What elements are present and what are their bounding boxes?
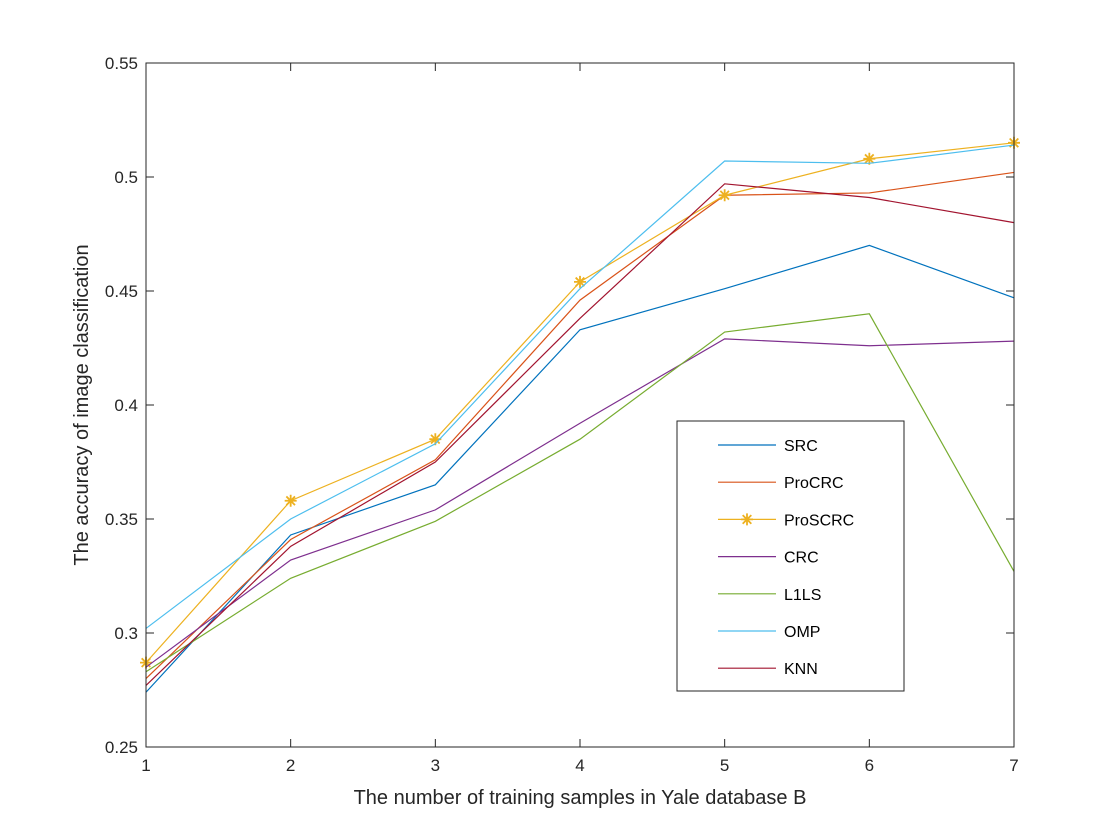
series-line-knn <box>145 183 1015 686</box>
x-tick-label: 2 <box>286 756 295 775</box>
y-tick-label: 0.35 <box>105 510 138 529</box>
y-tick-label: 0.4 <box>114 396 138 415</box>
series-point-proscrc <box>429 433 442 446</box>
y-tick-label: 0.45 <box>105 282 138 301</box>
y-tick-label: 0.25 <box>105 738 138 757</box>
y-axis-label: The accuracy of image classification <box>71 244 93 565</box>
series-point-proscrc <box>863 152 876 165</box>
ticks-layer: 1 2 3 4 5 6 7 0.25 0.3 0.35 0.4 0.45 0.5 0.55 <box>105 54 1019 775</box>
legend-label-knn: KNN <box>784 661 818 678</box>
x-tick-label: 6 <box>865 756 874 775</box>
legend-label-crc: CRC <box>784 550 819 567</box>
legend-label-procrc: ProCRC <box>784 475 844 492</box>
series-line-omp <box>145 144 1015 629</box>
series-line-l1ls <box>145 313 1015 673</box>
series-line-crc <box>145 338 1015 668</box>
series-point-proscrc <box>574 275 586 288</box>
legend-label-src: SRC <box>784 438 818 455</box>
x-tick-label: 5 <box>720 756 729 775</box>
x-axis-label: The number of training samples in Yale d… <box>354 787 807 809</box>
x-tick-label: 4 <box>575 756 584 775</box>
legend-label-l1ls: L1LS <box>784 587 821 604</box>
series-point-proscrc <box>718 189 731 202</box>
legend-marker-proscrc <box>741 513 753 526</box>
y-tick-label: 0.3 <box>114 624 138 643</box>
series-line-src <box>145 244 1015 693</box>
y-tick-label: 0.5 <box>114 168 138 187</box>
legend-label-omp: OMP <box>784 624 820 641</box>
x-tick-label: 7 <box>1009 756 1018 775</box>
y-tick-label: 0.55 <box>105 54 138 73</box>
legend: SRC ProCRC ProSCRC CRC L1LS OMP KNN <box>676 420 905 692</box>
series-layer <box>140 136 1020 693</box>
legend-label-proscrc: ProSCRC <box>784 512 854 529</box>
series-line-procrc <box>145 171 1015 680</box>
legend-box <box>676 420 905 692</box>
x-tick-label: 3 <box>431 756 440 775</box>
series-point-proscrc <box>284 494 297 507</box>
x-tick-label: 1 <box>141 756 150 775</box>
